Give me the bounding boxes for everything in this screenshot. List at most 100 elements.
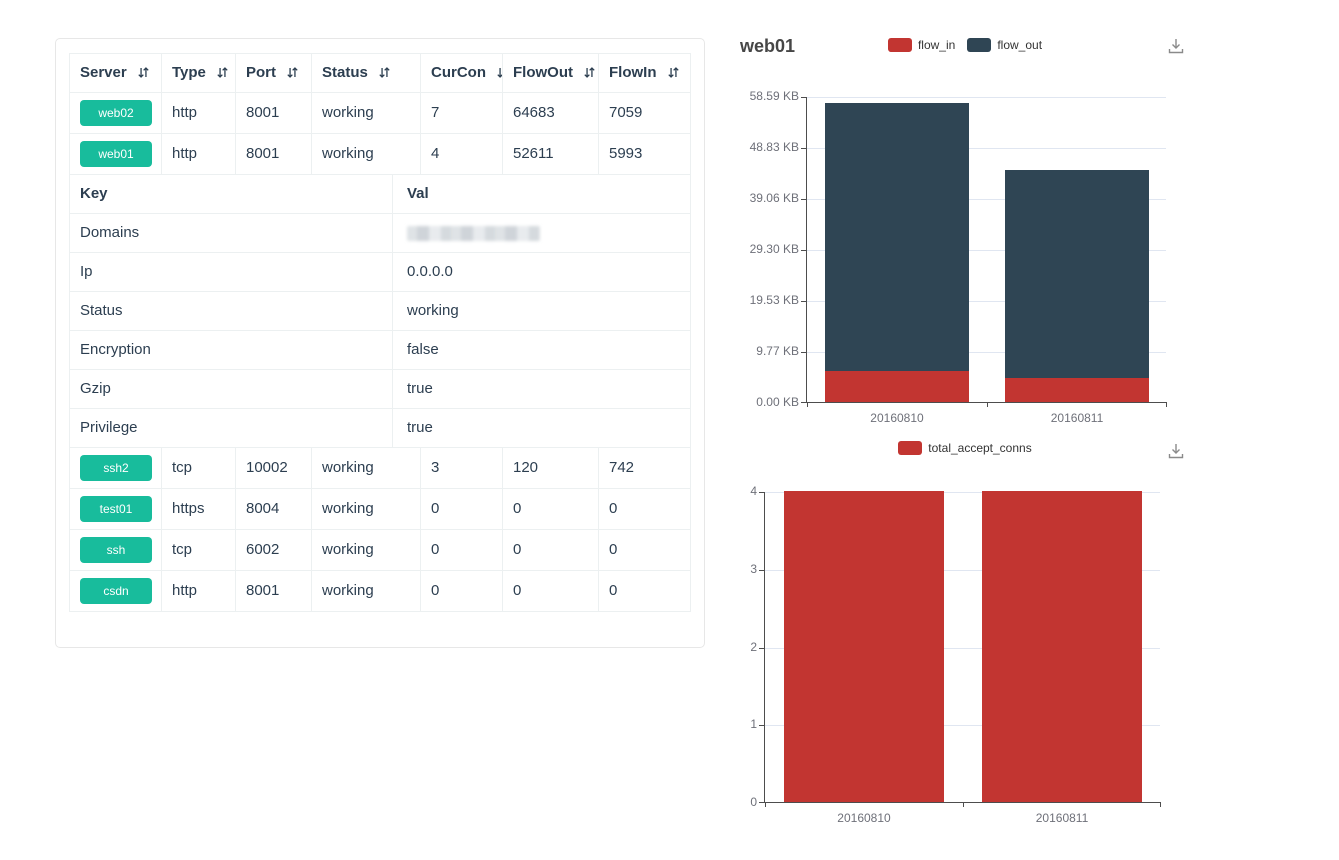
x-axis-label: 20160810 — [837, 811, 891, 825]
column-header-label: Type — [172, 64, 206, 81]
x-axis-tick — [963, 802, 964, 807]
bar-total_accept_conns-20160810 — [784, 491, 944, 802]
cell-type: http — [161, 92, 236, 134]
gridline — [807, 148, 1166, 149]
server-panel: Server Type Port Status CurCon FlowOut FlowIn … — [55, 38, 705, 648]
server-details-table: Key Val Domains Ip 0.0.0.0 Status working Encry… — [69, 174, 691, 448]
y-axis-tick — [801, 402, 806, 403]
server-badge[interactable]: web01 — [80, 141, 152, 167]
chart-total-accept-conns: total_accept_conns 0 1 2 3 4 20160810 20160811 — [730, 425, 1200, 845]
sort-icon — [217, 67, 228, 78]
chart-plot: 0.00 KB 9.77 KB 19.53 KB 29.30 KB 39.06 KB 48… — [750, 89, 1167, 425]
chart-web01-flow: web01 flow_in flow_out 0.00 KB 9.77 KB 19.5… — [730, 20, 1200, 440]
column-header-type[interactable]: Type — [161, 53, 236, 93]
cell-curcon: 3 — [420, 447, 503, 489]
column-header-curcon[interactable]: CurCon — [420, 53, 503, 93]
x-axis-tick — [987, 402, 988, 407]
legend-label: total_accept_conns — [928, 441, 1032, 455]
chart-title: web01 — [740, 36, 796, 56]
chart-legend: total_accept_conns — [730, 441, 1200, 455]
server-row: ssh tcp 6002 working 0 0 0 — [69, 529, 691, 571]
details-val — [392, 213, 691, 253]
cell-curcon: 4 — [420, 133, 503, 175]
x-axis-tick — [765, 802, 766, 807]
server-badge[interactable]: ssh — [80, 537, 152, 563]
details-val: true — [392, 408, 691, 448]
column-header-label: FlowOut — [513, 64, 573, 81]
cell-status: working — [311, 133, 421, 175]
server-name-cell: test01 — [69, 488, 162, 530]
y-axis-label: 4 — [750, 484, 757, 498]
column-header-status[interactable]: Status — [311, 53, 421, 93]
cell-curcon: 0 — [420, 570, 503, 612]
cell-curcon: 0 — [420, 488, 503, 530]
legend-item-flow_out[interactable]: flow_out — [967, 38, 1042, 52]
cell-curcon: 0 — [420, 529, 503, 571]
legend-item-flow_in[interactable]: flow_in — [887, 38, 955, 52]
column-header-flowout[interactable]: FlowOut — [502, 53, 599, 93]
table-header-row: Server Type Port Status CurCon FlowOut FlowIn — [69, 53, 691, 93]
column-header-label: CurCon — [431, 64, 486, 81]
server-badge[interactable]: ssh2 — [80, 455, 152, 481]
server-name-cell: web02 — [69, 92, 162, 134]
y-axis-tick — [759, 647, 764, 649]
column-header-server[interactable]: Server — [69, 53, 162, 93]
details-row: Domains — [69, 213, 691, 253]
legend-swatch — [898, 441, 923, 455]
download-icon[interactable] — [1166, 441, 1186, 461]
gridline — [807, 97, 1166, 98]
cell-flowout: 64683 — [502, 92, 599, 134]
gridline — [807, 250, 1166, 251]
column-header-label: FlowIn — [609, 64, 657, 81]
cell-type: http — [161, 570, 236, 612]
legend-item-total_accept_conns[interactable]: total_accept_conns — [898, 441, 1032, 455]
sort-icon — [138, 67, 149, 78]
column-header-port[interactable]: Port — [235, 53, 312, 93]
column-header-flowin[interactable]: FlowIn — [598, 53, 691, 93]
details-row: Gzip true — [69, 369, 691, 409]
y-axis-tick — [801, 301, 806, 302]
details-row: Privilege true — [69, 408, 691, 448]
x-axis-label: 20160811 — [1050, 411, 1104, 425]
gridline — [765, 569, 1160, 571]
y-axis-label: 0 — [750, 795, 757, 809]
bar-flow_in-20160810 — [825, 371, 969, 402]
details-val: 0.0.0.0 — [392, 252, 691, 292]
y-axis-label: 0.00 KB — [756, 395, 799, 409]
server-badge[interactable]: web02 — [80, 100, 152, 126]
details-key: Gzip — [69, 369, 393, 409]
cell-type: http — [161, 133, 236, 175]
y-axis-tick — [759, 569, 764, 571]
cell-type: https — [161, 488, 236, 530]
server-table-bottom: ssh2 tcp 10002 working 3 120 742 test01 https 800… — [69, 447, 691, 612]
y-axis-label: 1 — [750, 717, 757, 732]
details-key: Encryption — [69, 330, 393, 370]
details-row: Encryption false — [69, 330, 691, 370]
sort-icon — [287, 67, 298, 78]
y-axis-tick — [759, 802, 764, 803]
details-val: working — [392, 291, 691, 331]
cell-curcon: 7 — [420, 92, 503, 134]
server-badge[interactable]: test01 — [80, 496, 152, 522]
sort-icon — [667, 67, 679, 78]
y-axis-label: 39.06 KB — [749, 191, 799, 205]
y-axis-tick — [759, 725, 764, 727]
bar-total_accept_conns-20160811 — [982, 491, 1142, 802]
cell-port: 10002 — [235, 447, 312, 489]
column-header-label: Status — [322, 64, 368, 81]
details-val: false — [392, 330, 691, 370]
details-key: Privilege — [69, 408, 393, 448]
download-icon[interactable] — [1166, 36, 1186, 56]
column-header-label: Port — [246, 64, 276, 81]
y-axis-label: 3 — [750, 561, 757, 576]
y-axis-label: 58.59 KB — [749, 89, 799, 103]
cell-flowin: 5993 — [598, 133, 691, 175]
details-key-header: Key — [69, 174, 393, 214]
y-axis-tick — [759, 492, 764, 493]
cell-flowin: 7059 — [598, 92, 691, 134]
cell-flowin: 0 — [598, 529, 691, 571]
bar-flow_out-20160810 — [825, 103, 969, 372]
server-badge[interactable]: csdn — [80, 578, 152, 604]
x-axis-label: 20160811 — [1035, 811, 1089, 825]
y-axis-label: 2 — [750, 639, 757, 654]
